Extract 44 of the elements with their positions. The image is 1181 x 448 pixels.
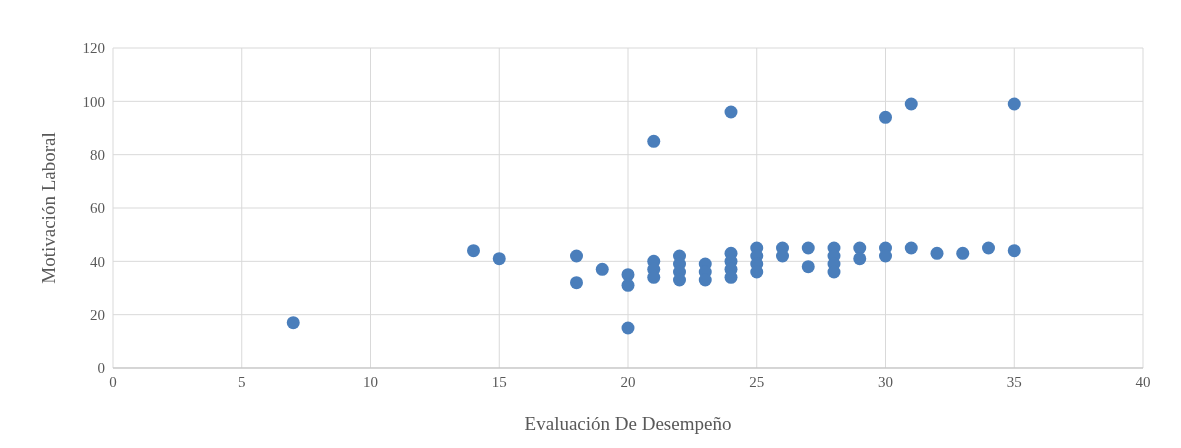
point xyxy=(879,249,892,263)
point xyxy=(956,246,970,260)
point xyxy=(904,241,918,255)
point xyxy=(492,252,506,266)
point xyxy=(698,273,712,287)
y-tick-label: 120 xyxy=(82,40,105,57)
point xyxy=(879,110,892,124)
point xyxy=(801,260,815,274)
point xyxy=(776,249,789,263)
point xyxy=(930,246,944,260)
point xyxy=(595,262,609,276)
point xyxy=(1007,97,1021,111)
y-tick-label: 20 xyxy=(90,306,105,323)
point xyxy=(904,97,918,111)
point xyxy=(853,252,867,266)
y-axis-title: Motivación Laboral xyxy=(37,132,59,284)
point xyxy=(1007,244,1021,258)
point xyxy=(982,241,995,255)
x-tick-label: 25 xyxy=(749,373,765,390)
x-tick-label: 20 xyxy=(620,373,636,390)
point xyxy=(673,273,686,287)
point xyxy=(647,134,661,148)
point xyxy=(467,244,480,258)
x-tick-label: 0 xyxy=(109,373,117,390)
y-tick-label: 40 xyxy=(90,253,105,270)
x-tick-label: 35 xyxy=(1006,373,1022,390)
point xyxy=(801,241,815,255)
x-axis-title: Evaluación De Desempeño xyxy=(524,413,732,434)
y-tick-label: 80 xyxy=(90,146,105,163)
y-tick-label: 100 xyxy=(82,93,105,110)
point xyxy=(570,249,583,263)
x-tick-label: 40 xyxy=(1135,373,1151,390)
x-tick-label: 30 xyxy=(878,373,893,390)
x-tick-label: 10 xyxy=(363,373,378,390)
x-tick-label: 5 xyxy=(238,373,246,390)
y-tick-label: 60 xyxy=(90,200,105,217)
y-tick-label: 0 xyxy=(97,360,105,377)
point xyxy=(750,265,764,279)
point xyxy=(621,321,635,335)
x-tick-label: 15 xyxy=(491,373,507,390)
point xyxy=(724,105,738,119)
point xyxy=(570,276,583,290)
point xyxy=(621,278,635,292)
point xyxy=(286,316,300,330)
